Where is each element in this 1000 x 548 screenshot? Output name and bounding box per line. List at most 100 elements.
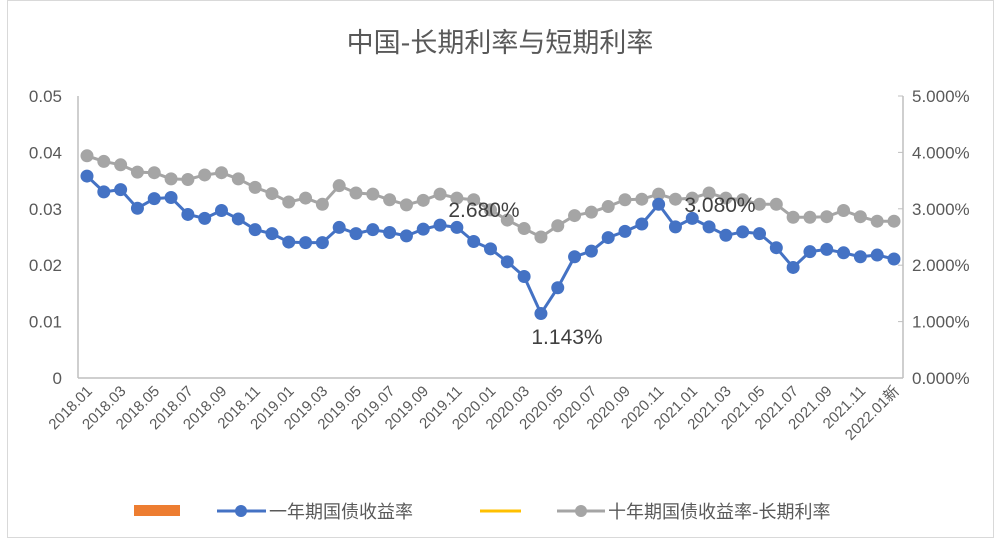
data-point[interactable] [584, 205, 598, 219]
data-point[interactable] [870, 214, 884, 228]
data-point[interactable] [366, 223, 380, 237]
data-point[interactable] [786, 210, 800, 224]
data-point[interactable] [114, 158, 128, 172]
data-point[interactable] [551, 281, 565, 295]
data-point[interactable] [366, 187, 380, 201]
data-point[interactable] [248, 180, 262, 194]
data-point[interactable] [231, 212, 245, 226]
data-point[interactable] [753, 197, 766, 211]
data-point[interactable] [198, 168, 212, 182]
data-point[interactable] [484, 203, 497, 217]
data-point[interactable] [265, 227, 279, 241]
data-point[interactable] [568, 209, 582, 223]
y-left-tick-label: 0.02 [29, 256, 62, 275]
data-point[interactable] [736, 193, 750, 207]
data-point[interactable] [130, 201, 144, 215]
data-point[interactable] [215, 203, 228, 217]
data-point[interactable] [618, 193, 632, 207]
data-point[interactable] [837, 246, 851, 260]
data-point[interactable] [753, 227, 766, 241]
data-point[interactable] [383, 225, 397, 239]
data-point[interactable] [769, 197, 783, 211]
data-point[interactable] [652, 197, 666, 211]
data-point[interactable] [635, 217, 649, 231]
data-point[interactable] [97, 154, 111, 168]
data-point[interactable] [534, 230, 548, 244]
data-point[interactable] [349, 227, 363, 241]
data-point[interactable] [820, 210, 834, 224]
data-point[interactable] [299, 236, 313, 250]
data-point[interactable] [803, 245, 817, 259]
data-point[interactable] [803, 210, 817, 224]
data-point[interactable] [450, 191, 464, 205]
data-point[interactable] [215, 166, 228, 180]
data-point[interactable] [349, 186, 363, 200]
data-point[interactable] [635, 192, 649, 206]
data-point[interactable] [517, 222, 531, 236]
data-point[interactable] [299, 191, 313, 205]
data-point[interactable] [467, 235, 481, 249]
data-point[interactable] [652, 187, 666, 201]
data-point[interactable] [500, 255, 514, 269]
data-point[interactable] [702, 186, 716, 200]
data-point[interactable] [668, 220, 682, 234]
data-point[interactable] [147, 192, 161, 206]
data-point[interactable] [618, 224, 632, 238]
data-point[interactable] [887, 214, 901, 228]
data-point[interactable] [484, 242, 497, 256]
data-point[interactable] [517, 269, 531, 283]
data-point[interactable] [315, 197, 329, 211]
data-point[interactable] [853, 210, 867, 224]
data-point[interactable] [685, 191, 699, 205]
data-point[interactable] [601, 200, 615, 214]
data-point[interactable] [130, 165, 144, 179]
data-point[interactable] [601, 231, 615, 245]
data-point[interactable] [719, 191, 733, 205]
data-point[interactable] [80, 149, 94, 163]
data-point[interactable] [450, 220, 464, 234]
data-point[interactable] [433, 187, 447, 201]
data-point[interactable] [399, 198, 413, 212]
data-point[interactable] [500, 213, 514, 227]
data-point[interactable] [584, 244, 598, 258]
data-point[interactable] [467, 193, 481, 207]
data-point[interactable] [80, 169, 94, 183]
data-point[interactable] [147, 166, 161, 180]
data-point[interactable] [282, 195, 296, 209]
data-point[interactable] [332, 220, 346, 234]
data-point[interactable] [315, 236, 329, 250]
data-point[interactable] [837, 203, 851, 217]
data-point[interactable] [534, 307, 548, 321]
data-point[interactable] [265, 187, 279, 201]
data-point[interactable] [399, 229, 413, 243]
data-point[interactable] [568, 250, 582, 264]
data-point[interactable] [282, 235, 296, 249]
data-point[interactable] [719, 228, 733, 242]
data-point[interactable] [668, 192, 682, 206]
data-point[interactable] [416, 193, 430, 207]
data-point[interactable] [736, 225, 750, 239]
data-point[interactable] [181, 172, 195, 186]
data-label: 3.080% [684, 194, 755, 217]
data-point[interactable] [332, 179, 346, 193]
data-point[interactable] [685, 211, 699, 225]
data-point[interactable] [433, 218, 447, 232]
data-point[interactable] [820, 242, 834, 256]
data-point[interactable] [164, 172, 178, 186]
data-point[interactable] [551, 219, 565, 233]
data-point[interactable] [887, 252, 901, 266]
data-point[interactable] [870, 248, 884, 262]
data-point[interactable] [383, 193, 397, 207]
data-point[interactable] [853, 250, 867, 264]
data-point[interactable] [231, 172, 245, 186]
data-point[interactable] [702, 220, 716, 234]
data-point[interactable] [198, 211, 212, 225]
data-point[interactable] [97, 185, 111, 199]
data-point[interactable] [164, 191, 178, 205]
data-point[interactable] [181, 207, 195, 221]
data-point[interactable] [786, 260, 800, 274]
data-point[interactable] [248, 223, 262, 237]
data-point[interactable] [416, 222, 430, 236]
data-point[interactable] [769, 241, 783, 255]
data-point[interactable] [114, 183, 128, 197]
